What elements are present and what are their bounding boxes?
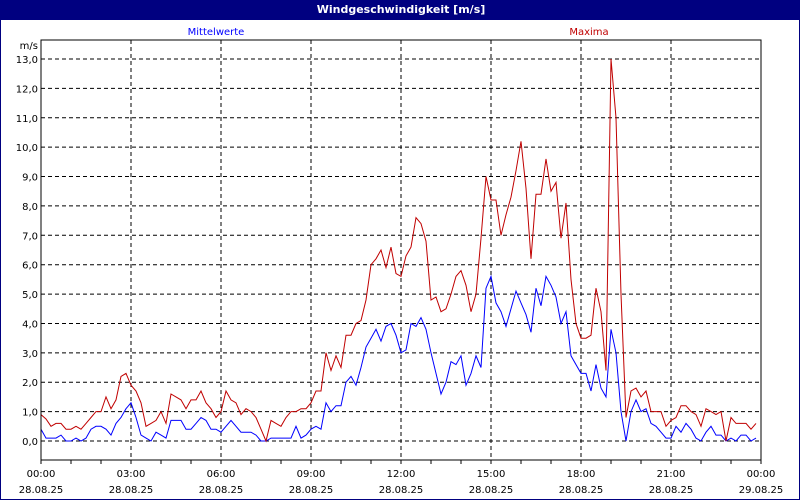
y-tick-label: 11,0 (16, 114, 38, 125)
x-tick-time: 15:00 (477, 469, 506, 480)
x-tick-date: 28.08.25 (289, 485, 334, 496)
x-tick-date: 29.08.25 (739, 485, 784, 496)
chart-title: Windgeschwindigkeit [m/s] (1, 0, 799, 20)
y-tick-label: 2,0 (22, 378, 38, 389)
y-tick-label: 7,0 (22, 231, 38, 242)
x-tick-date: 28.08.25 (559, 485, 604, 496)
series-line-maxima (40, 58, 757, 443)
x-tick-time: 00:00 (27, 469, 56, 480)
y-tick-label: 8,0 (22, 202, 38, 213)
y-tick-label: 0,0 (22, 437, 38, 448)
legend-mittelwerte: Mittelwerte (188, 27, 245, 38)
y-tick-label: 1,0 (22, 408, 38, 419)
x-tick-date: 28.08.25 (19, 485, 64, 496)
y-tick-label: 10,0 (16, 143, 38, 154)
y-axis-unit: m/s (20, 41, 38, 52)
x-tick-date: 28.08.25 (199, 485, 244, 496)
y-tick-label: 3,0 (22, 349, 38, 360)
y-tick-label: 4,0 (22, 319, 38, 330)
y-tick-label: 9,0 (22, 173, 38, 184)
y-tick-label: 5,0 (22, 290, 38, 301)
x-tick-time: 00:00 (747, 469, 776, 480)
y-tick-label: 12,0 (16, 84, 38, 95)
x-tick-time: 06:00 (207, 469, 236, 480)
series-line-mittelwerte (40, 274, 757, 442)
x-tick-date: 28.08.25 (469, 485, 514, 496)
y-tick-label: 6,0 (22, 261, 38, 272)
y-tick-label: 13,0 (16, 55, 38, 66)
x-tick-time: 03:00 (117, 469, 146, 480)
x-tick-date: 28.08.25 (379, 485, 424, 496)
x-tick-date: 28.08.25 (109, 485, 154, 496)
x-tick-time: 09:00 (297, 469, 326, 480)
x-tick-time: 12:00 (387, 469, 416, 480)
x-tick-date: 28.08.25 (649, 485, 694, 496)
legend-maxima: Maxima (569, 27, 608, 38)
x-tick-time: 18:00 (567, 469, 596, 480)
x-tick-time: 21:00 (657, 469, 686, 480)
